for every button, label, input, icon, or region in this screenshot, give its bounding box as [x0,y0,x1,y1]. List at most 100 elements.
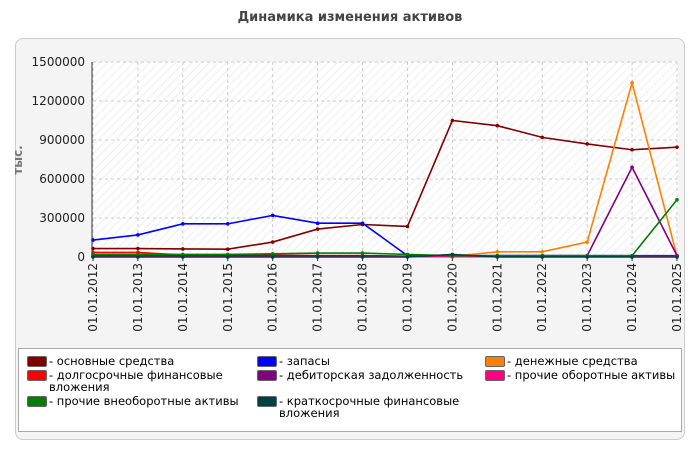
data-point [136,246,140,251]
x-tick-label: 01.01.2020 [445,263,459,332]
legend-item: - основные средства [27,355,257,367]
series-line [93,253,677,258]
data-point [91,255,95,259]
legend-swatch [27,356,47,367]
data-point [91,246,95,251]
data-point [405,255,410,259]
data-point [630,165,634,170]
data-point [91,238,95,242]
x-tick-label: 01.01.2025 [670,263,684,332]
x-tick-label: 01.01.2014 [176,263,190,332]
x-tick-label: 01.01.2013 [131,263,145,332]
data-point [495,255,500,259]
data-point [270,240,275,244]
legend-item: - дебиторская задолженность [257,369,485,393]
legend-swatch [257,396,277,407]
data-point [675,145,679,149]
y-tick-label: 900000 [39,133,85,147]
data-point [181,255,185,259]
data-point [540,135,545,140]
data-point [270,251,275,256]
x-tick-label: 01.01.2024 [625,263,639,332]
data-point [495,123,500,128]
data-point [630,255,634,259]
data-point [181,222,185,226]
data-point [450,118,455,123]
data-point [315,255,320,259]
legend-swatch [485,356,505,367]
data-point [360,251,365,255]
data-point [405,224,410,229]
legend-item: - прочие оборотные активы [485,369,685,393]
series-line [93,199,678,257]
data-point [315,251,320,255]
y-tick-label: 1200000 [32,94,85,108]
data-point [450,252,455,257]
data-point [225,247,230,251]
data-point [181,252,185,257]
data-point [270,255,275,259]
data-point [315,227,320,231]
legend-label: - прочие оборотные активы [507,368,676,382]
y-tick-label: 0 [77,250,85,264]
x-tick-label: 01.01.2017 [311,263,325,332]
legend-label: - краткосрочные финансовые вложения [279,394,460,420]
x-tick-label: 01.01.2022 [535,263,549,332]
data-point [630,147,634,152]
data-point [540,255,545,259]
legend-label: - денежные средства [507,354,638,368]
data-point [360,221,365,225]
x-tick-label: 01.01.2016 [266,263,280,332]
data-point [540,250,545,254]
data-point [91,252,95,257]
x-tick-label: 01.01.2012 [86,263,100,332]
data-point [225,252,230,257]
legend-label: - долгосрочные финансовые вложения [49,368,223,394]
data-point [585,142,589,146]
plot-area [92,62,678,257]
legend-item: - запасы [257,355,485,367]
legend-item: - денежные средства [485,355,685,367]
data-point [225,222,230,226]
data-point [315,221,320,225]
data-point [181,247,185,251]
x-tick-label: 01.01.2023 [580,263,594,332]
data-point [405,252,410,257]
x-tick-label: 01.01.2021 [490,263,504,332]
legend-label: - прочие внеоборотные активы [49,394,239,408]
data-point [630,81,634,85]
legend: - основные средства - запасы - денежные ср… [18,348,682,432]
legend-swatch [257,356,277,367]
data-point [360,255,365,259]
chart-title: Динамика изменения активов [238,10,463,25]
data-point [136,252,140,257]
data-point [136,255,140,259]
y-axis-label: тыс. [11,145,25,174]
legend-swatch [485,370,505,381]
data-point [585,255,589,259]
x-tick-label: 01.01.2015 [221,263,235,332]
y-tick-label: 1500000 [32,55,85,69]
data-point [495,250,500,254]
data-point [585,240,589,244]
legend-swatch [257,370,277,381]
y-tick-label: 300000 [39,211,85,225]
x-tick-label: 01.01.2019 [400,263,414,332]
legend-item: - краткосрочные финансовые вложения [257,395,485,419]
legend-label: - запасы [279,354,330,368]
series-line [93,119,678,251]
data-point [225,255,230,259]
x-tick-label: 01.01.2018 [356,263,370,332]
y-tick-label: 600000 [39,172,85,186]
data-point [136,233,140,237]
data-point [270,213,275,218]
legend-swatch [27,396,47,407]
legend-item: - прочие внеоборотные активы [27,395,257,419]
data-point [675,198,679,202]
legend-item: - долгосрочные финансовые вложения [27,369,257,393]
data-point [675,255,679,259]
legend-label: - основные средства [49,354,175,368]
legend-label: - дебиторская задолженность [279,368,464,382]
